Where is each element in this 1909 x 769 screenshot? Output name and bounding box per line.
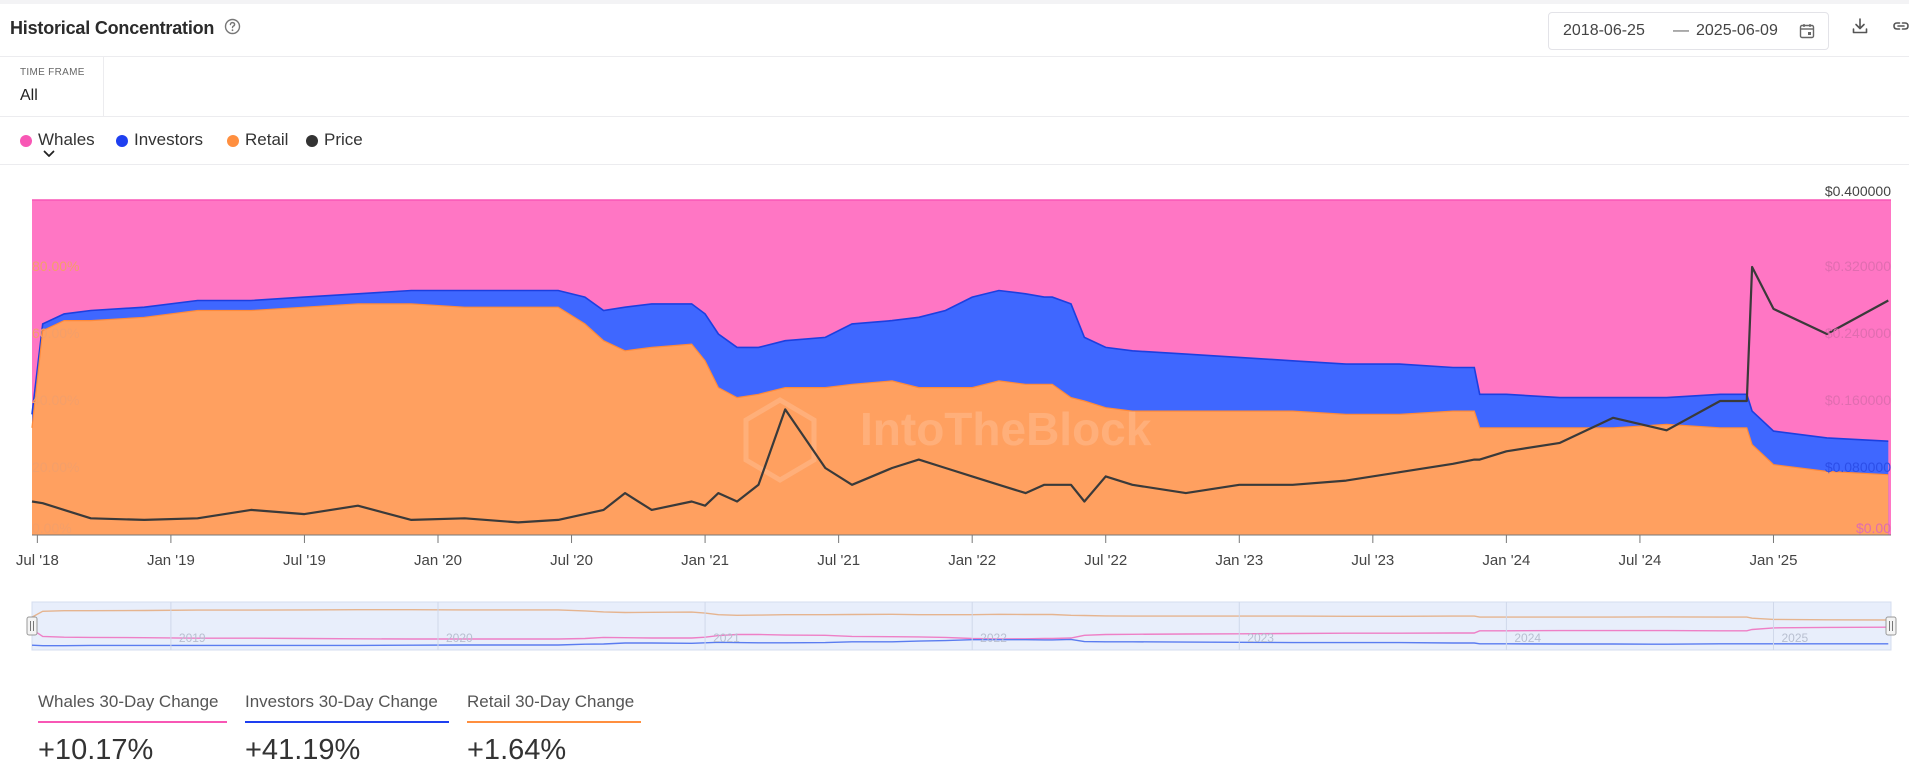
stat-underline-retail (467, 721, 641, 723)
navigator-label: 2021 (713, 631, 740, 645)
page-title: Historical Concentration (10, 18, 215, 38)
navigator-label: 2024 (1514, 631, 1541, 645)
navigator-handle-right-icon[interactable] (1885, 616, 1897, 636)
watermark: IntoTheBlock (743, 397, 1152, 483)
watermark-logo-icon (743, 397, 817, 483)
x-tick-label: Jul '22 (1084, 552, 1127, 569)
navigator[interactable]: 2019 2020 2021 2022 2023 2024 2025 (26, 601, 1897, 651)
x-tick-label: Jan '22 (948, 552, 996, 569)
x-tick-label: Jul '21 (817, 552, 860, 569)
stat-underline-whales (38, 721, 227, 723)
link-icon[interactable] (1892, 17, 1909, 35)
y-left-tick-label: 0.00% (32, 520, 72, 536)
x-tick-label: Jan '20 (414, 552, 462, 569)
navigator-label: 2019 (179, 631, 206, 645)
top-border (0, 0, 1909, 4)
y-right-tick-label: $0.00 (1856, 520, 1891, 536)
main-plot: IntoTheBlock 0.00% 20.00% 40.00% 60.00% 80.00… (16, 183, 1891, 569)
watermark-text: IntoTheBlock (860, 403, 1152, 455)
concentration-chart[interactable]: IntoTheBlock 0.00% 20.00% 40.00% 60.00% 80.00… (0, 0, 1909, 660)
y-right-tick-label: $0.320000 (1825, 258, 1891, 274)
legend-label-investors: Investors (134, 130, 203, 149)
navigator-label: 2025 (1781, 631, 1808, 645)
help-icon[interactable] (224, 18, 241, 35)
time-frame-label: TIME FRAME (20, 67, 85, 78)
date-range-picker[interactable]: 2018-06-25 — 2025-06-09 (1548, 12, 1829, 50)
navigator-label: 2020 (446, 631, 473, 645)
line-price (31, 265, 1889, 524)
legend-dot-investors (116, 135, 128, 147)
navigator-handle-left-icon[interactable] (26, 616, 38, 636)
legend-dot-whales (20, 135, 32, 147)
stat-value-retail: +1.64% (467, 734, 567, 766)
time-frame-selector[interactable]: TIME FRAME All (0, 57, 104, 157)
navigator-label: 2023 (1247, 631, 1274, 645)
navigator-label: 2022 (980, 631, 1007, 645)
x-tick-label: Jan '24 (1482, 552, 1530, 569)
y-left-tick-label: 80.00% (32, 258, 79, 274)
y-left-tick-label: 60.00% (32, 325, 79, 341)
time-frame-value[interactable]: All (20, 87, 38, 104)
x-tick-label: Jan '21 (681, 552, 729, 569)
y-right-tick-label: $0.400000 (1825, 183, 1891, 199)
legend-label-retail: Retail (245, 130, 289, 149)
y-left-tick-label: 20.00% (32, 459, 79, 475)
stat-value-whales: +10.17% (38, 734, 154, 766)
y-right-tick-label: $0.160000 (1825, 392, 1891, 408)
divider (0, 116, 1909, 117)
x-tick-label: Jul '20 (550, 552, 593, 569)
date-separator: — (1673, 22, 1689, 39)
stat-label-retail: Retail 30-Day Change (467, 692, 635, 711)
y-right-tick-label: $0.240000 (1825, 325, 1891, 341)
calendar-icon[interactable] (1799, 23, 1815, 39)
x-tick-label: Jan '23 (1215, 552, 1263, 569)
line-investors-boundary (31, 289, 1889, 442)
stat-label-whales: Whales 30-Day Change (38, 692, 219, 711)
legend-dot-price (306, 135, 318, 147)
x-tick-label: Jul '24 (1618, 552, 1661, 569)
area-retail (32, 303, 1889, 535)
widget-header: Historical Concentration 2018-06-25 — 20… (0, 4, 1909, 57)
y-left-tick-label: 40.00% (32, 392, 79, 408)
legend-label-whales: Whales (38, 130, 95, 149)
divider (0, 164, 1909, 165)
x-tick-label: Jul '18 (16, 552, 59, 569)
legend-dot-retail (227, 135, 239, 147)
handle-body (26, 616, 38, 636)
x-tick-label: Jul '23 (1351, 552, 1394, 569)
date-start[interactable]: 2018-06-25 (1563, 22, 1645, 39)
stat-value-investors: +41.19% (245, 734, 361, 766)
line-retail-boundary (31, 303, 1889, 476)
date-end[interactable]: 2025-06-09 (1696, 22, 1778, 39)
x-tick-label: Jan '19 (147, 552, 195, 569)
y-right-tick-label: $0.080000 (1825, 459, 1891, 475)
stat-underline-investors (245, 721, 449, 723)
x-tick-label: Jan '25 (1750, 552, 1798, 569)
legend-label-price: Price (324, 130, 363, 149)
chevron-down-icon[interactable] (43, 149, 55, 159)
handle-body (1885, 616, 1897, 636)
x-tick-label: Jul '19 (283, 552, 326, 569)
download-icon[interactable] (1851, 17, 1869, 35)
stat-label-investors: Investors 30-Day Change (245, 692, 438, 711)
